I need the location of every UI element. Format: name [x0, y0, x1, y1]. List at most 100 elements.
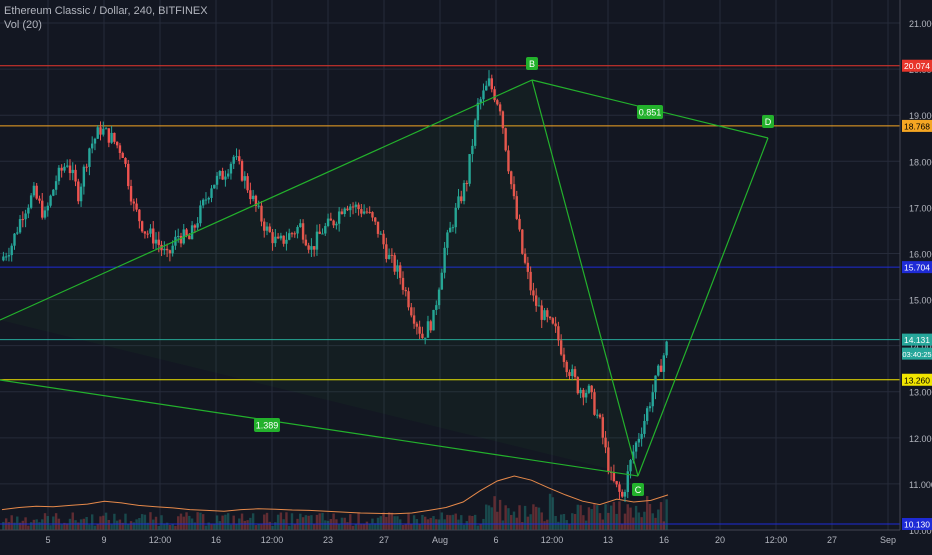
candle-body [157, 239, 160, 245]
volume-bar [110, 524, 113, 530]
volume-indicator-title[interactable]: Vol (20) [4, 19, 42, 31]
volume-bar [146, 522, 149, 530]
volume-bar [307, 515, 310, 530]
candle-body [299, 223, 302, 228]
candle-body [43, 210, 47, 218]
volume-bar [396, 516, 399, 530]
volume-bar [29, 522, 33, 530]
candle-body [274, 236, 277, 244]
volume-bar [401, 524, 405, 530]
volume-bar [18, 522, 22, 530]
volume-bar [124, 513, 127, 530]
volume-bar [174, 525, 177, 530]
volume-bar [623, 513, 627, 530]
volume-bar [562, 513, 566, 530]
volume-bar [473, 514, 477, 530]
candle-body [396, 265, 399, 272]
pattern-ratio-label: 0.851 [639, 108, 662, 118]
volume-bar [63, 522, 66, 530]
x-tick-label: 12:00 [261, 535, 284, 545]
candle-body [296, 227, 299, 234]
candle-body [54, 181, 58, 190]
volume-bar [143, 514, 147, 530]
volume-bar [132, 522, 136, 530]
symbol-title[interactable]: Ethereum Classic / Dollar, 240, BITFINEX [4, 5, 208, 17]
candle-body [532, 290, 535, 296]
candle-body [479, 99, 482, 103]
x-tick-label: 9 [101, 535, 106, 545]
volume-bar [129, 521, 133, 530]
volume-bar [74, 520, 77, 530]
volume-bar [85, 516, 88, 530]
volume-bar [257, 523, 260, 530]
candle-body [326, 218, 330, 227]
volume-bar [251, 513, 255, 530]
candle-body [584, 392, 588, 398]
candle-body [521, 229, 524, 254]
volume-bar [557, 521, 560, 530]
candle-body [637, 438, 641, 443]
x-tick-label: 27 [827, 535, 837, 545]
candle-body [523, 253, 527, 263]
volume-bar [104, 512, 108, 530]
volume-bar [260, 524, 263, 530]
volume-bar [318, 513, 321, 530]
volume-bar [645, 496, 649, 530]
candle-body [540, 305, 543, 320]
candle-body [526, 262, 530, 272]
candle-body [607, 447, 610, 472]
candle-body [537, 305, 541, 307]
candle-body [293, 233, 296, 235]
candle-body [77, 181, 80, 202]
pattern-point-tag [762, 115, 774, 128]
x-tick-label: 16 [211, 535, 221, 545]
volume-bar [54, 513, 58, 530]
volume-bar [612, 501, 616, 530]
candle-body [63, 166, 66, 171]
candle-body [21, 219, 25, 221]
volume-bar [454, 513, 457, 530]
candle-body [57, 167, 61, 182]
candle-body [10, 245, 13, 256]
candle-body [404, 289, 407, 292]
volume-bar [279, 512, 283, 530]
volume-bar [462, 524, 466, 530]
candle-body [626, 471, 629, 493]
candle-body [196, 223, 199, 228]
candle-body [204, 199, 208, 201]
volume-bar [615, 513, 618, 530]
candle-body [415, 323, 419, 327]
candle-body [374, 217, 377, 222]
candle-body [188, 235, 191, 240]
volume-bar [229, 524, 233, 530]
candle-body [132, 201, 136, 204]
volume-bar [510, 514, 513, 530]
volume-bar [293, 523, 296, 530]
candle-body [312, 246, 316, 250]
candle-body [482, 90, 485, 100]
candle-body [201, 199, 205, 206]
y-tick-label: 12.000 [909, 434, 932, 444]
candle-body [102, 128, 105, 135]
candle-body [410, 307, 413, 316]
x-tick-label: 23 [323, 535, 333, 545]
candle-body [260, 205, 263, 222]
volume-bar [179, 513, 183, 530]
candle-body [376, 221, 380, 234]
volume-bar [274, 522, 277, 530]
candle-body [135, 203, 138, 210]
volume-bar [235, 523, 238, 530]
volume-bar [618, 501, 621, 530]
candle-body [448, 227, 452, 233]
volume-bar [215, 515, 219, 530]
candle-body [7, 255, 11, 257]
volume-bar [626, 504, 629, 530]
candle-body [221, 170, 224, 180]
candle-body [285, 239, 288, 244]
candle-body [340, 211, 344, 215]
candle-body [152, 228, 155, 244]
volume-bar [468, 515, 471, 530]
candle-body [365, 211, 369, 213]
